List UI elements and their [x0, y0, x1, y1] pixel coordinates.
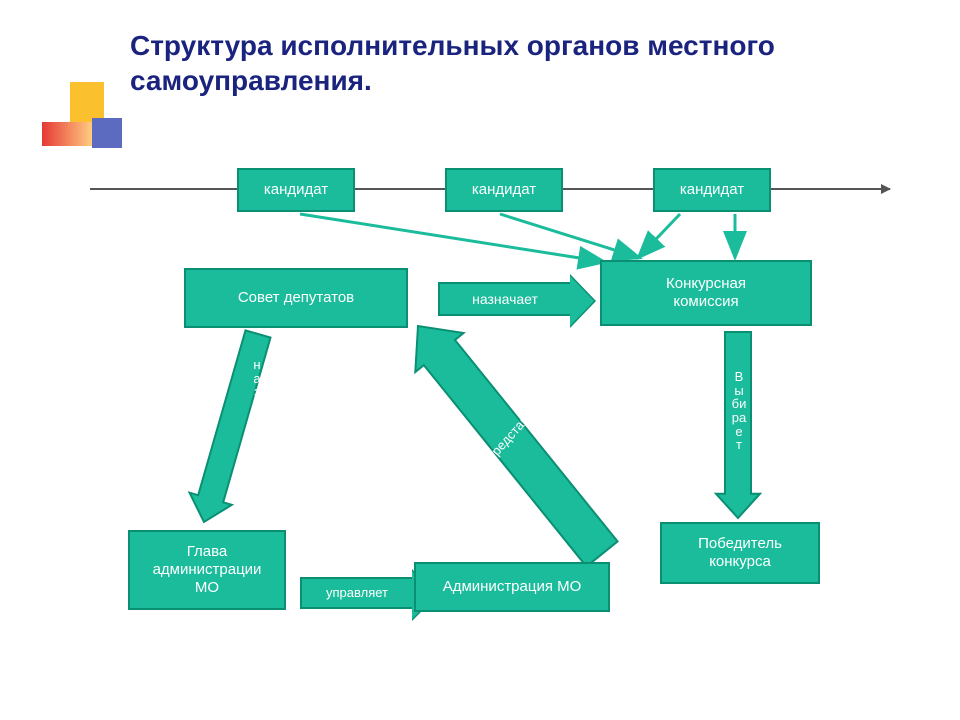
decoration-blue — [92, 118, 122, 148]
node-admin: Администрация МО — [414, 562, 610, 612]
node-head: ГлаваадминистрацииМО — [128, 530, 286, 610]
decoration-red — [42, 122, 92, 146]
node-cand1: кандидат — [237, 168, 355, 212]
node-naznach: назначает — [438, 282, 570, 316]
node-upr: управляет — [300, 577, 412, 609]
node-cand2: кандидат — [445, 168, 563, 212]
arrows-layer — [0, 0, 960, 720]
node-winner: Победительконкурса — [660, 522, 820, 584]
node-cand3: кандидат — [653, 168, 771, 212]
arrow-label-predstav: представление — [461, 361, 578, 489]
node-council: Совет депутатов — [184, 268, 408, 328]
arrow-label-vybiraet_v: Выбирает — [727, 370, 751, 452]
node-commis: Конкурснаякомиссия — [600, 260, 812, 326]
arrow-label-naznachaet_v: назначает — [247, 358, 267, 481]
page-title: Структура исполнительных органов местног… — [130, 28, 850, 98]
